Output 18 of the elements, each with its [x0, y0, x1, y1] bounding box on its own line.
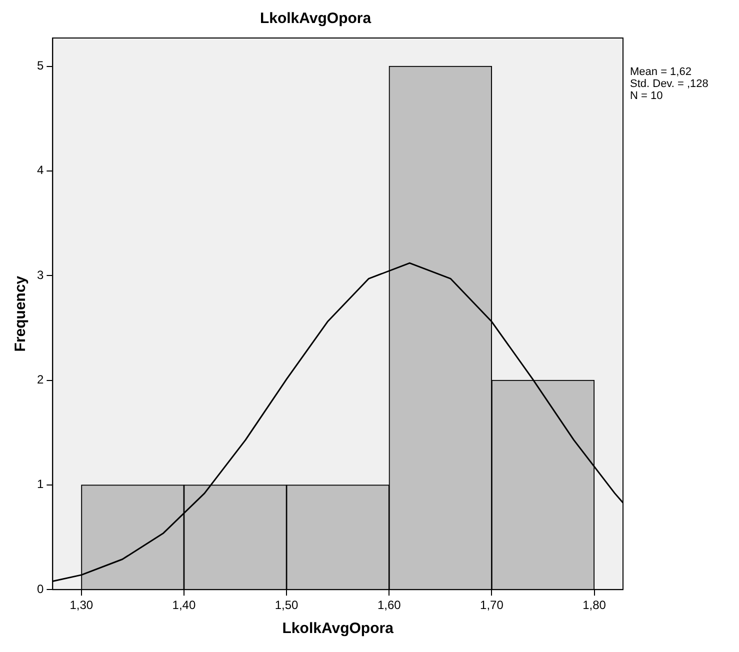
text: N = 10	[630, 90, 664, 102]
x-tick-label: 1,80	[582, 598, 606, 612]
y-tick-label: 3	[36, 268, 44, 282]
y-tick-label: 4	[36, 163, 44, 178]
text: Mean = 1,62	[630, 66, 692, 78]
y-tick-label: 0	[36, 582, 44, 596]
y-axis-title: Frequency	[12, 275, 30, 352]
x-tick-label: 1,30	[70, 598, 94, 612]
y-tick-label: 2	[36, 372, 44, 387]
y-tick-label: 1	[36, 477, 44, 492]
chart-title: LkolkAvgOpora	[260, 10, 372, 28]
text: Std. Dev. = ,128	[630, 78, 708, 90]
x-tick-label: 1,60	[377, 598, 402, 612]
x-tick-label: 1,50	[274, 598, 299, 612]
y-tick-label: 5	[36, 58, 44, 73]
x-tick-label: 1,40	[172, 598, 196, 612]
x-tick-label: 1,70	[480, 598, 504, 612]
x-axis-title: LkolkAvgOpora	[282, 620, 394, 638]
